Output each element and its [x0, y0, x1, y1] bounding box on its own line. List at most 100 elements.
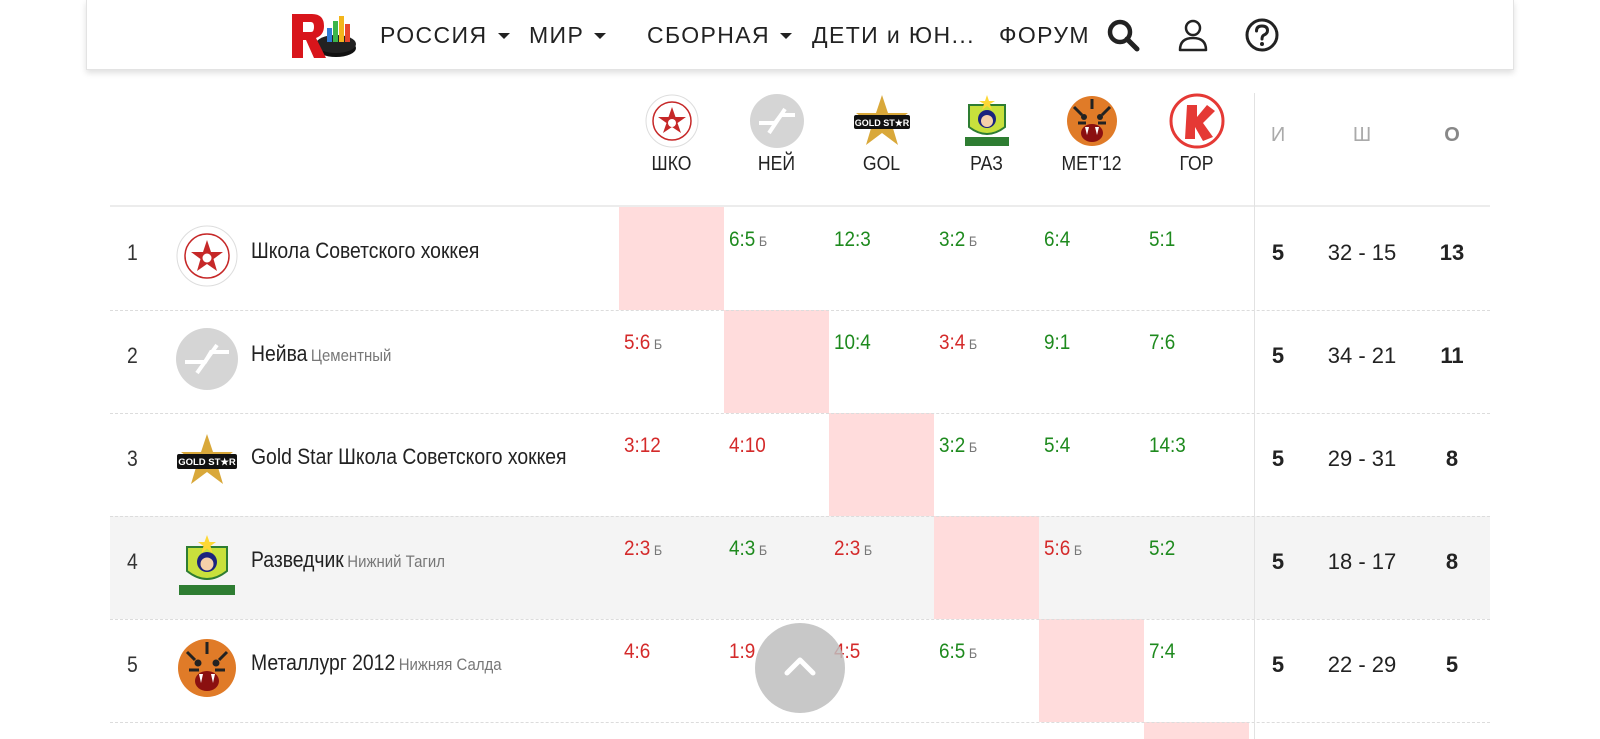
- header-games[interactable]: И: [1270, 124, 1286, 146]
- team-title: Металлург 2012: [251, 650, 396, 675]
- score-cell[interactable]: 6:5 Б: [729, 228, 767, 252]
- points: 8: [1445, 446, 1459, 471]
- col-head-shko[interactable]: ШКО: [619, 90, 724, 176]
- team-title: Разведчик: [251, 547, 344, 572]
- nav-item-russia[interactable]: РОССИЯ: [380, 22, 510, 49]
- games-played: 5: [1271, 652, 1285, 677]
- nav-item-world[interactable]: МИР: [529, 22, 607, 49]
- team-name[interactable]: Gold Star Школа Советского хоккея: [251, 444, 567, 470]
- nav-item-youth[interactable]: ДЕТИ и ЮН...: [812, 22, 975, 49]
- standings-table: ШКО НЕЙ GOLD ST★R GOL РАЗ: [110, 90, 1490, 739]
- nav-label: МИР: [529, 22, 585, 48]
- score-cell[interactable]: 4:3 Б: [729, 537, 767, 561]
- score-value: 2:3: [834, 537, 861, 560]
- header-points[interactable]: О: [1444, 124, 1460, 146]
- col-abbr: ГОР: [1179, 153, 1214, 175]
- chevron-down-icon: [497, 32, 510, 39]
- score-value: 2:3: [624, 537, 651, 560]
- row-divider: [110, 722, 1490, 723]
- score-cell[interactable]: 7:6: [1149, 331, 1175, 355]
- score-cell[interactable]: 4:6: [624, 640, 650, 664]
- col-abbr: ШКО: [651, 153, 692, 175]
- score-value: 5:6: [1044, 537, 1071, 560]
- score-cell[interactable]: 2:3 Б: [834, 537, 872, 561]
- scroll-to-top-button[interactable]: [755, 623, 845, 713]
- score-value: 3:2: [939, 434, 966, 457]
- score-cell[interactable]: 5:6 Б: [624, 331, 662, 355]
- score-cell[interactable]: 3:2 Б: [939, 434, 977, 458]
- score-cell[interactable]: 7:4: [1149, 640, 1175, 664]
- self-cell: [1039, 619, 1144, 722]
- shootout-mark: Б: [968, 233, 978, 249]
- score-value: 7:6: [1149, 331, 1176, 354]
- score-cell[interactable]: 10:4: [834, 331, 871, 355]
- score-value: 3:2: [939, 228, 966, 251]
- gold-star-logo-icon: GOLD ST★R: [177, 434, 237, 484]
- shko-logo-icon: [176, 225, 238, 287]
- col-head-gol[interactable]: GOLD ST★R GOL: [829, 90, 934, 176]
- goals-ratio: 22 - 29: [1327, 652, 1397, 677]
- team-city: Нижняя Салда: [398, 655, 502, 674]
- col-head-met[interactable]: МЕТ'12: [1039, 90, 1144, 176]
- team-name[interactable]: Нейва Цементный: [251, 341, 391, 367]
- header-goals[interactable]: Ш: [1352, 124, 1372, 146]
- team-title: Нейва: [251, 341, 308, 366]
- score-cell[interactable]: 14:3: [1149, 434, 1186, 458]
- self-cell: [724, 310, 829, 413]
- user-icon[interactable]: [1175, 17, 1211, 53]
- team-name[interactable]: Школа Советского хоккея: [251, 238, 479, 264]
- score-value: 5:2: [1149, 537, 1176, 560]
- col-abbr: РАЗ: [970, 153, 1003, 175]
- score-cell[interactable]: 12:3: [834, 228, 871, 252]
- chevron-down-icon: [594, 32, 607, 39]
- score-cell[interactable]: 1:9: [729, 640, 755, 664]
- rank: 3: [127, 446, 138, 471]
- score-value: 14:3: [1149, 434, 1186, 457]
- row-divider: [110, 413, 1490, 414]
- nav-item-forum[interactable]: ФОРУМ: [999, 22, 1090, 49]
- col-head-gor[interactable]: ГОР: [1144, 90, 1249, 176]
- row-highlight: [110, 516, 1490, 619]
- svg-text:GOLD ST★R: GOLD ST★R: [178, 457, 236, 468]
- score-cell[interactable]: 6:5 Б: [939, 640, 977, 664]
- nav-label: ДЕТИ и ЮН...: [812, 22, 975, 48]
- shootout-mark: Б: [1073, 542, 1083, 558]
- chevron-down-icon: [780, 32, 793, 39]
- nav-label: ФОРУМ: [999, 22, 1090, 48]
- razvedchik-logo-icon: [179, 535, 235, 595]
- score-value: 5:6: [624, 331, 651, 354]
- score-cell[interactable]: 5:4: [1044, 434, 1070, 458]
- header-divider: [110, 205, 1490, 207]
- score-cell[interactable]: 9:1: [1044, 331, 1070, 355]
- col-head-ney[interactable]: НЕЙ: [724, 90, 829, 176]
- shootout-mark: Б: [863, 542, 873, 558]
- col-abbr: НЕЙ: [757, 153, 796, 175]
- team-name[interactable]: Разведчик Нижний Тагил: [251, 547, 445, 573]
- help-icon[interactable]: [1244, 17, 1280, 53]
- score-cell[interactable]: 6:4: [1044, 228, 1070, 252]
- col-head-raz[interactable]: РАЗ: [934, 90, 1039, 176]
- score-cell[interactable]: 5:2: [1149, 537, 1175, 561]
- search-icon[interactable]: [1105, 17, 1141, 53]
- score-value: 5:1: [1149, 228, 1176, 251]
- self-cell: [829, 413, 934, 516]
- score-value: 5:4: [1044, 434, 1071, 457]
- shko-logo-icon: [645, 94, 698, 148]
- team-name[interactable]: Металлург 2012 Нижняя Салда: [251, 650, 502, 676]
- games-played: 5: [1271, 240, 1285, 265]
- score-cell[interactable]: 5:1: [1149, 228, 1175, 252]
- site-logo[interactable]: [290, 12, 358, 60]
- tiger-logo-icon: [1066, 96, 1117, 146]
- goals-ratio: 34 - 21: [1327, 343, 1397, 368]
- shootout-mark: Б: [968, 336, 978, 352]
- score-cell[interactable]: 4:10: [729, 434, 766, 458]
- score-cell[interactable]: 3:4 Б: [939, 331, 977, 355]
- score-cell[interactable]: 5:6 Б: [1044, 537, 1082, 561]
- score-cell[interactable]: 3:12: [624, 434, 661, 458]
- points: 8: [1445, 549, 1459, 574]
- score-cell[interactable]: 3:2 Б: [939, 228, 977, 252]
- rank: 2: [127, 343, 138, 368]
- score-value: 7:4: [1149, 640, 1176, 663]
- score-cell[interactable]: 2:3 Б: [624, 537, 662, 561]
- nav-item-national-team[interactable]: СБОРНАЯ: [647, 22, 793, 49]
